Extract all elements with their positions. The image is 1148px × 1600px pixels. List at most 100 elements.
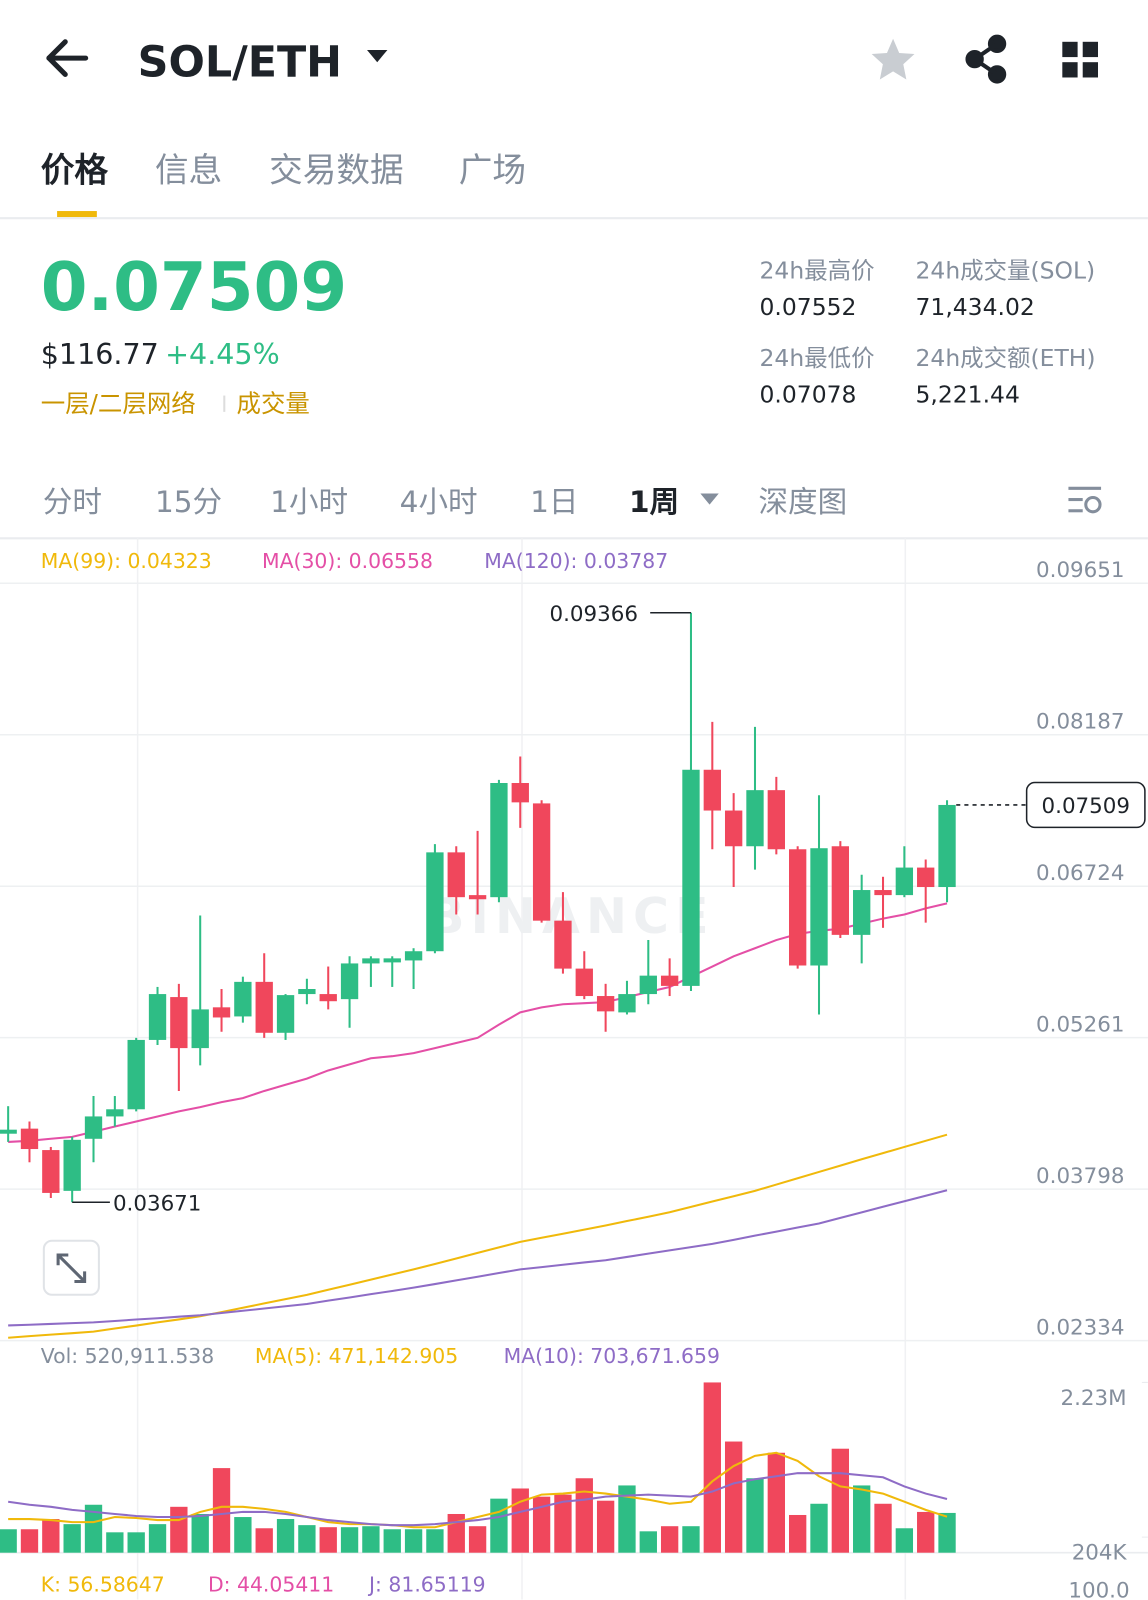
y-tick-label: 0.06724 — [1036, 861, 1124, 886]
candle-body — [789, 849, 807, 966]
volume-bar — [0, 1529, 17, 1553]
volume-bar — [938, 1512, 956, 1553]
volume-ma-line — [8, 1472, 948, 1527]
ma-legend: MA(30): 0.06558 — [262, 549, 433, 573]
stat-value: 71,434.02 — [916, 293, 1035, 321]
tab-active[interactable]: 价格 — [41, 150, 109, 189]
menu-grid[interactable] — [1062, 41, 1099, 78]
volume-tick-label: 204K — [1072, 1541, 1128, 1566]
volume-tick-label: 2.23M — [1060, 1386, 1126, 1411]
vertical-grid — [136, 538, 907, 1600]
volume-ma-line — [8, 1451, 948, 1529]
volume-bar — [383, 1529, 401, 1553]
pair-title[interactable]: SOL/ETH — [138, 37, 342, 87]
timeframe[interactable]: 1日 — [530, 485, 578, 519]
y-tick-label: 0.03798 — [1036, 1164, 1124, 1189]
tab[interactable]: 广场 — [459, 150, 526, 189]
candle-body — [234, 981, 252, 1017]
candle-body — [938, 804, 956, 888]
y-tick-label: 0.05261 — [1036, 1013, 1124, 1038]
pair-dropdown[interactable] — [367, 49, 388, 63]
kdj-legend: K: 56.58647 — [41, 1572, 165, 1596]
stat-label: 24h最高价 — [760, 256, 875, 284]
volume-bar — [84, 1504, 103, 1553]
volume-bar — [404, 1529, 423, 1553]
volume-bar — [724, 1441, 743, 1553]
ma-legend: MA(120): 0.03787 — [484, 549, 668, 573]
expand-button[interactable] — [42, 1239, 100, 1296]
candle-body — [42, 1150, 60, 1193]
timeframe[interactable]: 1小时 — [270, 485, 348, 519]
candle-body — [554, 920, 572, 969]
volume-bar — [255, 1528, 273, 1553]
candle-body — [20, 1128, 39, 1150]
tab[interactable]: 交易数据 — [269, 150, 404, 189]
volume-bar — [810, 1503, 828, 1553]
ma-line — [8, 1133, 948, 1339]
candle-body — [575, 968, 593, 997]
candle-body — [340, 963, 359, 1000]
volume-bar — [490, 1498, 508, 1553]
chart-settings[interactable] — [1068, 486, 1102, 514]
volume-bar — [127, 1532, 145, 1553]
candle-body — [426, 852, 444, 952]
price-change: +4.45% — [165, 338, 280, 371]
back-button[interactable] — [46, 39, 89, 77]
volume-bar — [170, 1506, 188, 1553]
candle-body — [127, 1039, 145, 1110]
candle-body — [682, 769, 700, 986]
volume-bar — [831, 1448, 850, 1553]
timeframe-active[interactable]: 1周 — [629, 485, 679, 519]
candle-body — [0, 1129, 17, 1134]
tag[interactable]: 一层/二层网络 — [41, 389, 196, 418]
candle-body — [639, 975, 657, 995]
stat-value: 0.07078 — [760, 381, 857, 409]
min-label: 0.03671 — [113, 1191, 201, 1216]
stat-label: 24h最低价 — [760, 344, 875, 372]
tag[interactable]: 成交量 — [237, 389, 310, 418]
candle-body — [746, 790, 764, 847]
candle-body — [853, 890, 871, 935]
volume-bar — [340, 1527, 359, 1553]
timeframe[interactable]: 15分 — [155, 485, 222, 519]
y-tick-label: 0.09651 — [1036, 558, 1124, 583]
volume-bar — [554, 1494, 572, 1553]
volume-bar — [42, 1519, 60, 1553]
last-price-label: 0.07509 — [1042, 794, 1130, 819]
candle-body — [532, 803, 551, 921]
candle-body — [660, 975, 679, 986]
stat-label: 24h成交额(ETH) — [916, 344, 1096, 372]
timeframe[interactable]: 深度图 — [759, 485, 848, 519]
favorite-star[interactable] — [871, 38, 915, 80]
timeframe-dropdown[interactable] — [700, 493, 719, 505]
tab-indicator — [57, 211, 97, 218]
usd-price: $116.77 — [41, 338, 159, 371]
share-button[interactable] — [965, 34, 1007, 84]
volume-bar — [319, 1527, 337, 1553]
candle-body — [724, 810, 743, 847]
volume-ma-legend: MA(10): 703,671.659 — [504, 1344, 720, 1368]
volume-bar — [532, 1496, 551, 1553]
candle-body — [767, 790, 785, 850]
volume-bar — [63, 1524, 81, 1553]
volume-bar — [20, 1529, 39, 1553]
candle-body — [298, 989, 316, 995]
candle-body — [84, 1116, 103, 1139]
volume-bar — [767, 1452, 785, 1553]
volume-bar — [682, 1526, 700, 1553]
volume-bar — [895, 1528, 914, 1553]
volume-bar — [106, 1532, 124, 1553]
candle-body — [319, 994, 337, 1002]
timeframe[interactable]: 4小时 — [400, 485, 478, 519]
volume-bar — [575, 1478, 593, 1553]
timeframe[interactable]: 分时 — [43, 485, 102, 519]
tab[interactable]: 信息 — [155, 150, 222, 189]
candle-body — [874, 890, 892, 896]
volume-bar — [362, 1526, 380, 1553]
volume-bar — [191, 1513, 209, 1553]
volume-ma-legend: MA(5): 471,142.905 — [255, 1344, 458, 1368]
y-tick-label: 0.08187 — [1036, 710, 1124, 735]
